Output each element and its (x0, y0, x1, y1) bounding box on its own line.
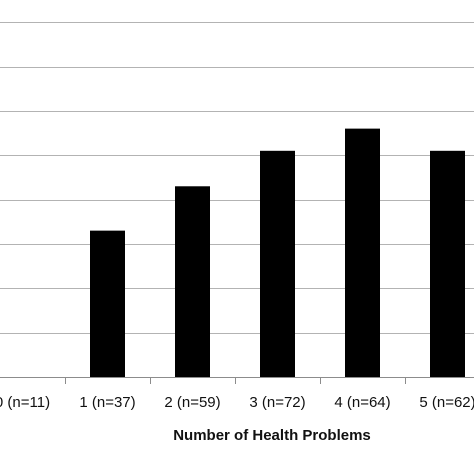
bars (90, 128, 465, 377)
x-tick-label: 4 (n=64) (334, 394, 390, 411)
bar (260, 150, 295, 377)
x-tick-label: 5 (n=62) (419, 394, 474, 411)
bar (345, 128, 380, 377)
x-tick-label: 0 (n=11) (0, 394, 50, 411)
x-axis-title: Number of Health Problems (173, 427, 371, 444)
bar (430, 150, 465, 377)
x-tick-label: 3 (n=72) (249, 394, 305, 411)
bar (175, 186, 210, 377)
x-tick-label: 1 (n=37) (79, 394, 135, 411)
bar (90, 230, 125, 377)
gridlines (0, 22, 474, 334)
x-tick-label: 2 (n=59) (164, 394, 220, 411)
x-tick-labels: 0 (n=11) 1 (n=37) 2 (n=59) 3 (n=72) 4 (n=64)… (0, 394, 474, 411)
x-axis (0, 377, 474, 384)
